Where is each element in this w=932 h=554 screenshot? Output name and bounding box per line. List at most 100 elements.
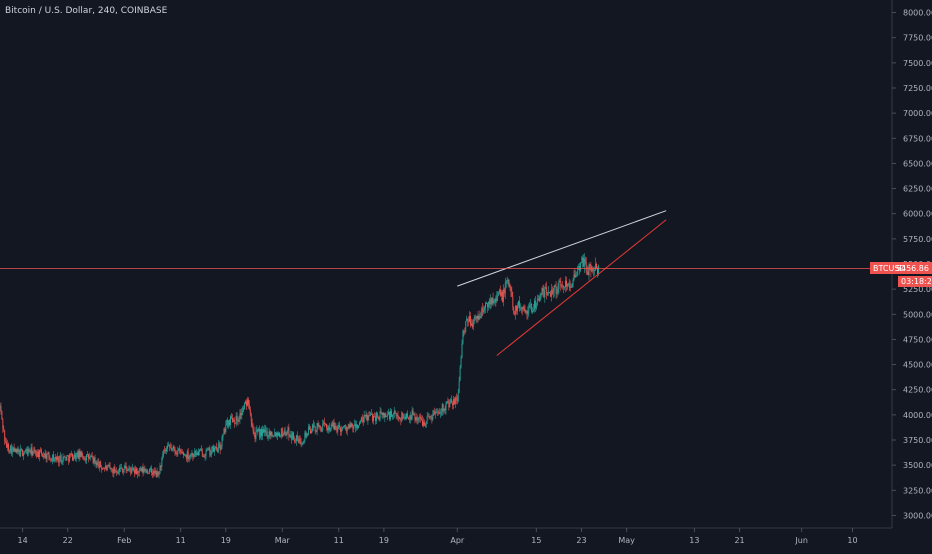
candle-body <box>405 417 406 419</box>
candle-body <box>88 454 89 458</box>
candle-body <box>158 471 159 475</box>
candle-body <box>450 399 451 401</box>
candle-body <box>11 446 12 453</box>
time-axis-label: 21 <box>734 536 744 545</box>
candle-body <box>350 425 351 428</box>
candle-body <box>181 452 182 453</box>
candle-body <box>389 412 390 419</box>
candle-body <box>591 269 592 271</box>
candle-body <box>47 455 48 460</box>
candle-body <box>335 426 336 427</box>
candle-body <box>153 471 154 475</box>
candle-body <box>440 413 441 414</box>
candle-body <box>559 281 560 282</box>
candle-body <box>148 473 149 474</box>
price-axis-label: 6750.00 <box>903 134 932 143</box>
candle-body <box>111 468 112 469</box>
candle-body <box>288 427 289 436</box>
candle-body <box>544 289 545 297</box>
candle-body <box>498 293 499 296</box>
candle-body <box>112 468 113 469</box>
candle-body <box>136 468 137 474</box>
candle-body <box>363 421 364 422</box>
candle-body <box>197 453 198 455</box>
candle-body <box>167 446 168 449</box>
candle-body <box>546 287 547 295</box>
candle-body <box>464 331 465 332</box>
candle-body <box>542 288 543 291</box>
symbol-title[interactable]: Bitcoin / U.S. Dollar, 240, COINBASE <box>5 6 167 16</box>
candle-body <box>521 308 522 309</box>
candle-body <box>312 424 313 430</box>
candle-body <box>366 415 367 417</box>
candle-body <box>332 425 333 427</box>
candle-body <box>32 451 33 455</box>
candle-body <box>235 423 236 424</box>
candle-body <box>74 454 75 458</box>
candle-body <box>249 405 250 410</box>
candle-body <box>574 274 575 280</box>
candle-body <box>570 285 571 287</box>
candle-body <box>537 300 538 305</box>
candle-body <box>483 310 484 311</box>
candle-body <box>388 412 389 414</box>
candle-body <box>564 287 565 288</box>
candle-body <box>567 284 568 287</box>
candle-body <box>326 424 327 428</box>
candle-body <box>337 425 338 431</box>
candle-body <box>438 412 439 413</box>
candle-body <box>140 468 141 469</box>
candle-body <box>55 457 56 459</box>
candle-body <box>132 468 133 469</box>
candle-body <box>322 424 323 430</box>
candle-body <box>558 281 559 289</box>
candle-body <box>313 424 314 427</box>
candle-body <box>427 416 428 421</box>
candle-body <box>112 469 113 473</box>
candle-body <box>98 462 99 468</box>
candle-body <box>325 424 326 425</box>
candle-body <box>309 427 310 430</box>
candle-body <box>135 468 136 473</box>
candle-body <box>507 281 508 282</box>
candle-body <box>308 427 309 435</box>
candle-body <box>224 429 225 433</box>
candle-body <box>423 422 424 426</box>
candle-body <box>30 452 31 453</box>
candle-body <box>452 403 453 405</box>
candle-body <box>231 416 232 417</box>
candle-body <box>102 469 103 470</box>
candle-body <box>409 419 410 420</box>
candle-body <box>348 427 349 428</box>
candle-body <box>174 447 175 449</box>
candle-body <box>430 416 431 417</box>
candle-body <box>192 453 193 456</box>
candle-body <box>371 413 372 414</box>
candle-body <box>34 450 35 451</box>
candle-body <box>449 402 450 407</box>
candle-body <box>441 411 442 413</box>
candle-body <box>67 455 68 456</box>
candle-body <box>21 449 22 450</box>
candle-body <box>495 299 496 301</box>
candle-body <box>402 413 403 418</box>
candle-body <box>324 422 325 424</box>
candle-body <box>419 417 420 418</box>
candle-body <box>335 426 336 430</box>
candle-body <box>283 434 284 436</box>
candle-body <box>176 454 177 455</box>
candle-body <box>443 404 444 411</box>
candle-body <box>397 415 398 416</box>
candle-body <box>129 469 130 470</box>
candle-body <box>220 443 221 449</box>
candle-body <box>104 468 105 469</box>
candle-body <box>79 451 80 459</box>
candle-body <box>429 416 430 418</box>
candle-body <box>43 456 44 457</box>
candle-body <box>331 425 332 430</box>
candle-body <box>121 468 122 469</box>
candle-body <box>353 425 354 428</box>
candle-body <box>346 427 347 432</box>
